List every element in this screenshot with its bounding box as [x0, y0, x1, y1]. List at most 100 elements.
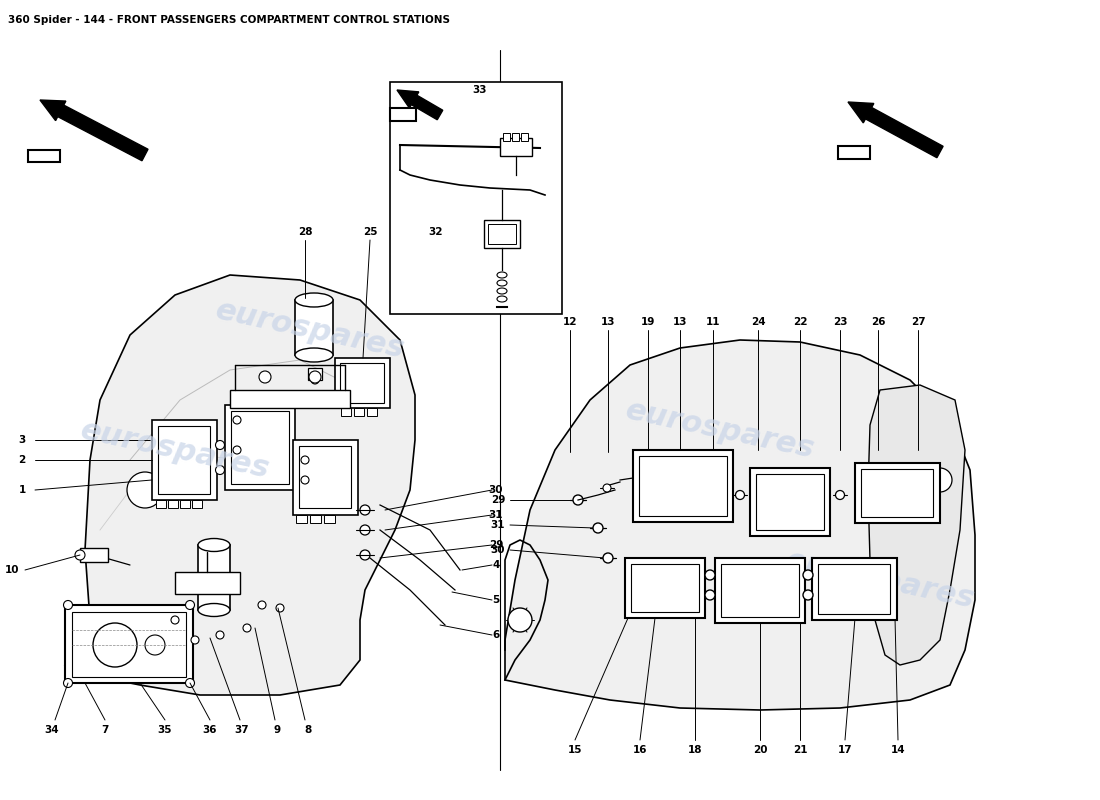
Bar — [308, 368, 322, 380]
Circle shape — [705, 590, 715, 600]
Text: 10: 10 — [4, 565, 20, 575]
Circle shape — [508, 608, 532, 632]
Ellipse shape — [497, 288, 507, 294]
Bar — [503, 133, 510, 141]
Text: 20: 20 — [752, 745, 768, 755]
Bar — [341, 408, 351, 416]
Text: 34: 34 — [45, 725, 59, 735]
Text: 2: 2 — [19, 455, 25, 465]
Text: 30: 30 — [488, 485, 504, 495]
Bar — [310, 515, 321, 523]
Circle shape — [276, 604, 284, 612]
Circle shape — [309, 371, 321, 383]
Circle shape — [301, 476, 309, 484]
Bar — [639, 456, 727, 516]
Circle shape — [803, 570, 813, 580]
Text: 36: 36 — [202, 725, 218, 735]
Text: 29: 29 — [491, 495, 505, 505]
Bar — [861, 469, 933, 517]
Bar — [756, 474, 824, 530]
Text: 360 Spider - 144 - FRONT PASSENGERS COMPARTMENT CONTROL STATIONS: 360 Spider - 144 - FRONT PASSENGERS COMP… — [8, 15, 450, 25]
Circle shape — [705, 570, 715, 580]
Text: 27: 27 — [911, 317, 925, 327]
Text: 1: 1 — [19, 485, 25, 495]
Circle shape — [75, 550, 85, 560]
FancyArrow shape — [397, 90, 443, 120]
Bar — [192, 500, 202, 508]
Text: 3: 3 — [19, 435, 25, 445]
Circle shape — [803, 590, 813, 600]
Bar — [296, 515, 307, 523]
Bar — [625, 558, 705, 618]
Bar — [855, 463, 940, 523]
Text: 16: 16 — [632, 745, 647, 755]
Bar — [720, 564, 799, 617]
Text: 31: 31 — [491, 520, 505, 530]
Circle shape — [216, 466, 224, 474]
Text: 30: 30 — [491, 545, 505, 555]
Text: 6: 6 — [493, 630, 499, 640]
Bar — [812, 558, 896, 620]
Bar — [226, 405, 295, 490]
Circle shape — [233, 416, 241, 424]
Circle shape — [191, 636, 199, 644]
Text: 11: 11 — [706, 317, 721, 327]
Text: 14: 14 — [891, 745, 905, 755]
Bar — [230, 390, 350, 408]
Text: 21: 21 — [793, 745, 807, 755]
Bar — [818, 564, 890, 614]
Bar — [293, 440, 358, 515]
Circle shape — [603, 484, 611, 492]
Text: eurospares: eurospares — [212, 296, 407, 364]
FancyArrow shape — [40, 100, 148, 161]
Text: eurospares: eurospares — [78, 416, 273, 484]
Circle shape — [736, 490, 745, 499]
Text: 7: 7 — [101, 725, 109, 735]
Text: 12: 12 — [563, 317, 578, 327]
Bar — [158, 426, 210, 494]
Text: 32: 32 — [429, 227, 443, 237]
Text: 33: 33 — [473, 85, 487, 95]
Text: 35: 35 — [157, 725, 173, 735]
Bar — [367, 408, 377, 416]
Text: 13: 13 — [673, 317, 688, 327]
Circle shape — [603, 553, 613, 563]
Circle shape — [360, 550, 370, 560]
Circle shape — [360, 505, 370, 515]
Bar — [632, 450, 733, 522]
Circle shape — [593, 523, 603, 533]
Text: 15: 15 — [568, 745, 582, 755]
Text: 37: 37 — [234, 725, 250, 735]
Circle shape — [216, 441, 224, 450]
Circle shape — [233, 446, 241, 454]
Circle shape — [301, 456, 309, 464]
Ellipse shape — [295, 293, 333, 307]
Text: eurospares: eurospares — [623, 396, 817, 464]
Bar — [354, 408, 364, 416]
Circle shape — [94, 623, 138, 667]
Circle shape — [836, 490, 845, 499]
Text: 17: 17 — [838, 745, 853, 755]
Circle shape — [64, 678, 73, 687]
Bar — [390, 108, 416, 121]
Text: 9: 9 — [274, 725, 280, 735]
Text: 26: 26 — [871, 317, 886, 327]
Bar — [180, 500, 190, 508]
Bar — [500, 138, 532, 156]
Bar — [231, 411, 289, 484]
Bar — [72, 612, 186, 677]
Bar — [631, 564, 698, 612]
Bar — [390, 82, 562, 314]
Ellipse shape — [497, 272, 507, 278]
Text: 28: 28 — [298, 227, 312, 237]
Bar — [340, 363, 384, 403]
Bar — [198, 545, 230, 610]
Bar — [484, 220, 520, 248]
Bar — [324, 515, 336, 523]
Circle shape — [170, 616, 179, 624]
Circle shape — [258, 371, 271, 383]
Circle shape — [145, 635, 165, 655]
Ellipse shape — [198, 538, 230, 551]
Bar — [838, 146, 870, 159]
Circle shape — [64, 601, 73, 610]
